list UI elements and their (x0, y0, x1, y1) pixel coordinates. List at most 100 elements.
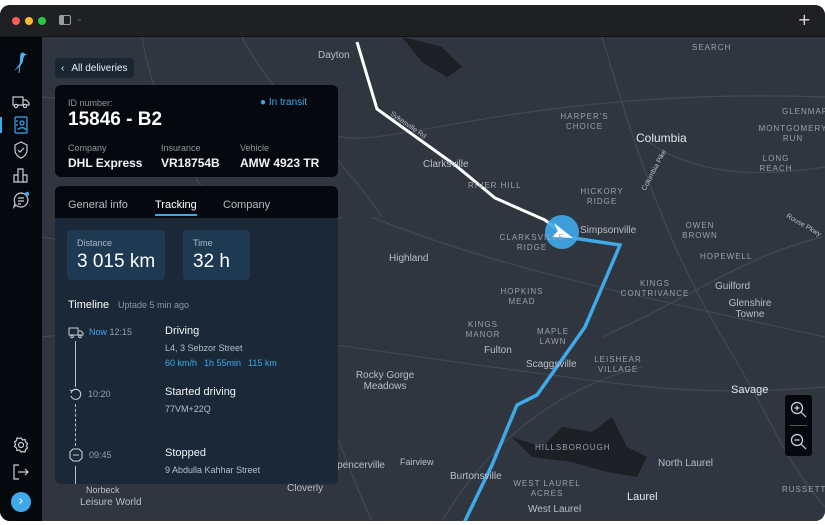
route-traveled (355, 41, 563, 235)
tab-general-info[interactable]: General info (68, 199, 128, 211)
new-tab-button[interactable]: + (797, 10, 811, 29)
logout-icon[interactable] (11, 462, 31, 482)
map-label: WEST LAUREL ACRES (513, 479, 581, 498)
map-label: Laurel (627, 491, 658, 503)
map-label: Scaggsville (526, 359, 577, 370)
distance-label: Distance (77, 238, 113, 248)
event-address: 9 Abdulla Kahhar Street (165, 465, 261, 475)
map-label: North Laurel (658, 458, 714, 469)
event-address: 77VM+22Q (165, 404, 211, 414)
company-value: DHL Express (68, 156, 143, 170)
truck-icon[interactable] (11, 92, 31, 112)
map-label: RIVER HILL (468, 181, 522, 190)
vehicle-label: Vehicle (240, 143, 270, 153)
navigation-arrow-icon (552, 223, 573, 238)
maximize-window-button[interactable] (38, 17, 46, 25)
id-label: ID number: (68, 98, 113, 108)
map-label: Highland (389, 253, 429, 264)
map-label: CLARKSVILLE RIDGE (499, 233, 565, 252)
event-time: Now 12:15 (89, 327, 132, 337)
app-window: ⌄ + › (0, 5, 825, 521)
map-label: Savage (731, 384, 769, 396)
map-label: Columbia (636, 131, 687, 145)
map-label: Guilford (715, 281, 751, 292)
map-label: Spencerville (330, 460, 385, 471)
timeline-line-dashed (75, 404, 76, 446)
expand-sidebar-button[interactable]: › (11, 492, 31, 512)
gear-icon[interactable] (11, 435, 31, 455)
zoom-divider (790, 425, 807, 426)
back-label: All deliveries (71, 62, 128, 74)
chevron-left-icon: ‹ (61, 62, 65, 74)
company-label: Company (68, 143, 107, 153)
all-deliveries-button[interactable]: ‹ All deliveries (55, 58, 135, 78)
map-label: MAPLE LAWN (536, 327, 570, 346)
shield-check-icon[interactable] (11, 140, 31, 160)
map-label: Cloverly (287, 483, 324, 494)
map-label: HARPER'S CHOICE (560, 112, 609, 131)
vehicle-value: AMW 4923 TR (240, 156, 320, 170)
map-label: Clarksville (423, 159, 469, 170)
delivery-id: 15846 - B2 (68, 109, 163, 130)
time-label: Time (193, 238, 213, 248)
now-badge: Now (89, 327, 108, 337)
zoom-out-icon[interactable] (790, 433, 807, 454)
event-distance: 115 km (248, 358, 277, 368)
map-label: Fulton (484, 345, 512, 356)
sidebar-toggle-icon[interactable] (59, 15, 71, 25)
insurance-value: VR18754B (161, 156, 220, 170)
map-label: Glenshire Towne (728, 298, 772, 320)
map-label: Norbeck (86, 485, 120, 495)
event-duration: 1h 55min (204, 358, 242, 368)
close-window-button[interactable] (12, 17, 20, 25)
map-label: KINGS CONTRIVANCE (620, 279, 690, 298)
event-title: Stopped (165, 447, 206, 459)
chevron-down-icon[interactable]: ⌄ (76, 14, 83, 23)
event-title: Driving (165, 325, 200, 337)
map-label: OWEN BROWN (682, 221, 718, 240)
map-label: HOPEWELL (700, 252, 753, 261)
time-value: 32 h (193, 251, 230, 272)
timeline-updated: Uptade 5 min ago (118, 300, 190, 310)
minimize-window-button[interactable] (25, 17, 33, 25)
map-label: GLENMAR (782, 107, 825, 116)
map-label: HOPKINS MEAD (500, 287, 544, 306)
insurance-label: Insurance (161, 143, 201, 153)
map-label: Rocky Gorge Meadows (355, 370, 415, 392)
map-label: MONTGOMERY RUN (758, 124, 825, 143)
zoom-in-icon[interactable] (790, 401, 807, 422)
heron-logo (12, 51, 30, 77)
tab-tracking[interactable]: Tracking (155, 199, 197, 216)
time-stat: Time 32 h (183, 230, 250, 280)
event-time-value: 12:15 (109, 327, 133, 337)
map-label: Simpsonville (580, 225, 637, 236)
truck-icon (68, 326, 84, 344)
sidebar: › (0, 37, 42, 521)
active-indicator (0, 117, 2, 133)
timeline-line (75, 341, 76, 387)
event-speed: 60 km/h (165, 358, 198, 368)
distance-value: 3 015 km (77, 251, 156, 272)
timeline-line (75, 466, 76, 484)
event-time: 10:20 (88, 389, 111, 399)
tracking-panel: General info Tracking Company Distance 3… (55, 186, 338, 484)
chevron-right-icon: › (18, 494, 24, 509)
tab-company[interactable]: Company (223, 199, 271, 211)
map-label: Dayton (318, 50, 350, 61)
zoom-controls (785, 395, 812, 456)
map-label: LEISHEAR VILLAGE (594, 355, 642, 374)
restart-icon (69, 388, 82, 406)
map-label: SEARCH (692, 43, 732, 52)
event-metrics: 60 km/h 1h 55min 115 km (165, 358, 277, 368)
delivery-summary-card: ID number: 15846 - B2 ● In transit Compa… (55, 85, 338, 177)
timeline-title: Timeline (68, 299, 110, 311)
title-bar: ⌄ + (0, 5, 825, 37)
tab-bar: General info Tracking Company (55, 186, 338, 218)
map-label: West Laurel (528, 504, 582, 515)
contact-card-icon[interactable] (11, 115, 31, 135)
map-label: HILLSBOROUGH (535, 443, 611, 452)
bar-chart-icon[interactable] (11, 165, 31, 185)
chat-notification-icon[interactable] (11, 190, 31, 210)
status-text: In transit (268, 97, 308, 108)
map-label: KINGS MANOR (465, 320, 501, 339)
